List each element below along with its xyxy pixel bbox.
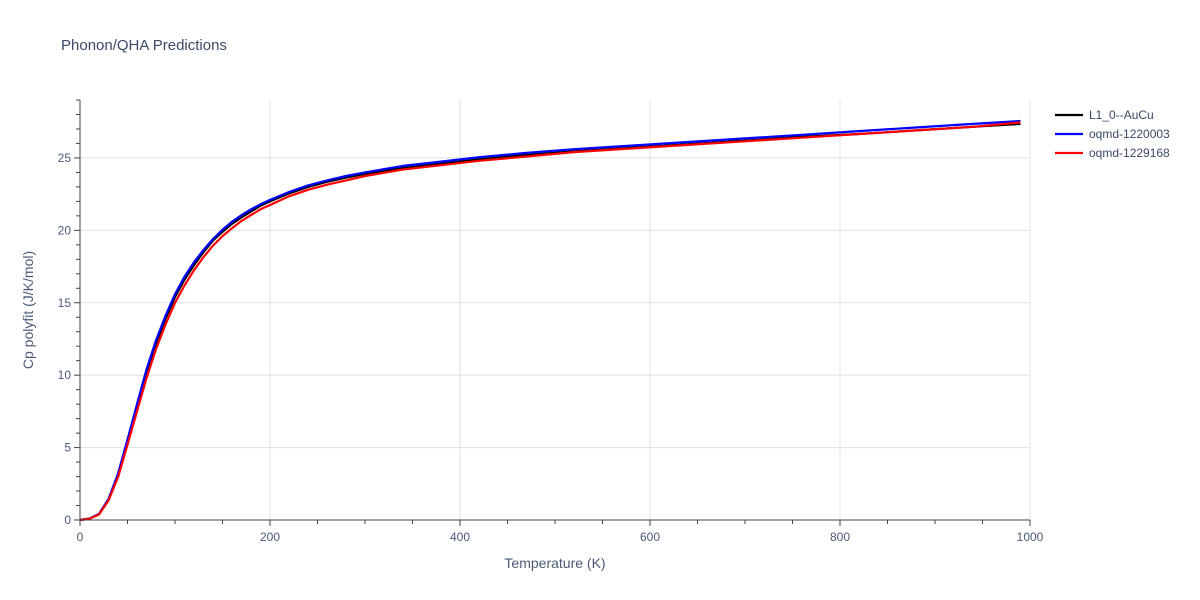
grid <box>80 100 1031 520</box>
legend-item-label[interactable]: L1_0--AuCu <box>1089 108 1154 122</box>
y-tick-label: 5 <box>64 441 71 455</box>
x-tick-label: 800 <box>830 530 850 544</box>
series-line-1 <box>79 122 1021 522</box>
series-line-2 <box>79 119 1021 522</box>
chart-title: Phonon/QHA Predictions <box>61 37 227 54</box>
x-tick-label: 200 <box>260 530 280 544</box>
y-tick-label: 0 <box>64 513 71 527</box>
y-axis-title: Cp polyfit (J/K/mol) <box>20 251 36 369</box>
series-line-3 <box>79 121 1021 522</box>
x-tick-label: 400 <box>450 530 470 544</box>
x-axis-title: Temperature (K) <box>504 555 605 571</box>
axes: 0 200 400 600 800 1000 0 5 10 15 20 25 <box>58 99 1044 544</box>
legend-item-label[interactable]: oqmd-1229168 <box>1089 146 1170 160</box>
y-tick-label: 25 <box>58 151 72 165</box>
legend-item-label[interactable]: oqmd-1220003 <box>1089 127 1170 141</box>
y-tick-label: 10 <box>58 368 72 382</box>
y-tick-label: 15 <box>58 296 72 310</box>
x-tick-label: 0 <box>77 530 84 544</box>
legend[interactable]: L1_0--AuCu oqmd-1220003 oqmd-1229168 <box>1055 108 1170 160</box>
plot-area <box>79 119 1021 522</box>
x-tick-label: 1000 <box>1017 530 1044 544</box>
x-tick-label: 600 <box>640 530 660 544</box>
y-tick-label: 20 <box>58 223 72 237</box>
